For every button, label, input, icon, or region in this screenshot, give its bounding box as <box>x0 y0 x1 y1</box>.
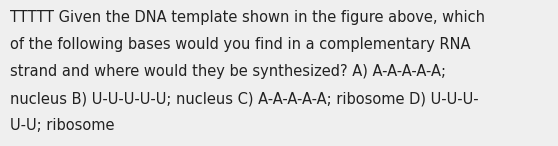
Text: U-U; ribosome: U-U; ribosome <box>10 118 114 133</box>
Text: nucleus B) U-U-U-U-U; nucleus C) A-A-A-A-A; ribosome D) U-U-U-: nucleus B) U-U-U-U-U; nucleus C) A-A-A-A… <box>10 91 479 106</box>
Text: TTTTT Given the DNA template shown in the figure above, which: TTTTT Given the DNA template shown in th… <box>10 10 485 25</box>
Text: strand and where would they be synthesized? A) A-A-A-A-A;: strand and where would they be synthesiz… <box>10 64 446 79</box>
Text: of the following bases would you find in a complementary RNA: of the following bases would you find in… <box>10 37 470 52</box>
